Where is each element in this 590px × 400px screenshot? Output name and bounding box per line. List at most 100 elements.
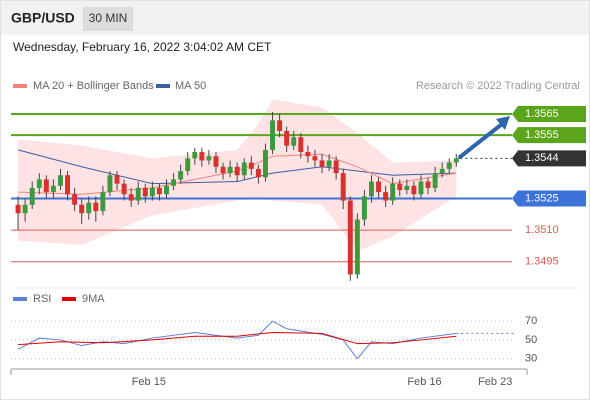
candle-body (397, 183, 403, 190)
level-label: 1.3555 (525, 129, 559, 141)
candle-body (376, 181, 382, 193)
y-tick-label: 70 (525, 315, 537, 327)
subtitle: Wednesday, February 16, 2022 3:04:02 AM … (13, 40, 272, 54)
forecast-arrow (458, 122, 504, 159)
level-label: 1.3544 (525, 152, 559, 164)
candle-body (22, 204, 28, 214)
rsi-line (17, 320, 457, 360)
candle-body (277, 120, 283, 131)
candle-body (347, 200, 353, 275)
candle-body (227, 166, 233, 174)
candle-body (418, 181, 424, 195)
candle-body (404, 185, 410, 190)
timeframe: 30 MIN (89, 11, 128, 25)
candle-body (333, 160, 339, 174)
x-tick-label: Feb 16 (407, 376, 441, 388)
level-label: 1.3495 (525, 256, 559, 268)
level-label: 1.3565 (525, 108, 559, 120)
candle-body (192, 152, 198, 159)
candle-body (305, 152, 311, 157)
candle-body (220, 166, 226, 174)
candle-body (411, 185, 417, 195)
moving-average (17, 149, 457, 185)
candle-body (43, 179, 49, 193)
candle-body (79, 204, 85, 214)
candle-body (369, 181, 374, 197)
candle-body (58, 175, 63, 186)
candle-body (185, 158, 191, 171)
timeframe-box (83, 7, 133, 31)
symbol: GBP/USD (11, 10, 75, 26)
candle-body (270, 120, 276, 150)
candle-body (446, 162, 452, 169)
candle-body (383, 192, 389, 201)
forecast-arrow-head (496, 116, 510, 130)
candle-body (241, 162, 247, 176)
candle-body (178, 171, 184, 180)
candle-body (432, 173, 438, 188)
candle-body (425, 181, 431, 188)
candle-body (171, 179, 177, 186)
legend-swatch (13, 297, 27, 301)
candle-body (453, 158, 459, 163)
candle-body (234, 166, 240, 176)
candle-body (29, 187, 35, 205)
candle-body (319, 160, 325, 167)
candle-body (50, 185, 56, 193)
x-tick-label: Feb 23 (478, 376, 512, 388)
candle-body (93, 202, 99, 212)
candle-body (72, 194, 78, 205)
legend-swatch (156, 84, 170, 88)
candle-body (149, 187, 155, 197)
candle-body (390, 183, 396, 201)
candle-body (199, 152, 205, 161)
legend-swatch (62, 297, 76, 301)
candle-body (439, 168, 445, 174)
candle-body (156, 187, 162, 195)
rsi-line (18, 331, 457, 346)
candle-body (114, 175, 120, 184)
level-tag (512, 106, 586, 122)
candle-body (255, 168, 261, 178)
candle-body (312, 156, 318, 161)
candle-body (107, 175, 113, 193)
legend-swatch (13, 84, 27, 88)
legend-label: MA 20 + Bollinger Bands (33, 80, 154, 92)
candle-body (15, 204, 21, 214)
candle-body (142, 187, 148, 197)
legend-label: 9MA (82, 293, 105, 305)
y-tick-label: 30 (525, 353, 537, 365)
candle-body (361, 196, 367, 220)
legend-label: RSI (33, 293, 51, 305)
candle-body (135, 187, 141, 201)
candle-body (248, 162, 254, 169)
candle-body (100, 192, 106, 212)
candle-body (164, 185, 169, 195)
legend-label: MA 50 (175, 80, 206, 92)
plot: 1.3565 1.3555 1.3544 1.3525 1.3510 1.3495 Feb … (11, 99, 586, 388)
level-label: 1.3525 (525, 192, 559, 204)
level-tag (512, 150, 586, 167)
candle-body (206, 156, 212, 161)
y-tick-label: 50 (525, 334, 537, 346)
candle-body (298, 137, 304, 152)
candle-body (326, 160, 332, 167)
candle-body (284, 130, 290, 146)
credit: Research © 2022 Trading Central (416, 80, 580, 92)
level-tag (512, 190, 586, 207)
candle-body (213, 156, 219, 167)
candle-body (128, 194, 134, 201)
level-label: 1.3510 (525, 224, 559, 236)
level-tag (512, 127, 586, 144)
x-tick-label: Feb 15 (132, 376, 166, 388)
candle-body (291, 137, 297, 146)
candle-body (121, 183, 127, 195)
candle-body (65, 175, 71, 195)
candle-body (354, 219, 360, 275)
candle-body (262, 149, 268, 178)
candle-body (36, 179, 42, 188)
candle-body (86, 202, 92, 214)
candle-body (340, 173, 346, 201)
